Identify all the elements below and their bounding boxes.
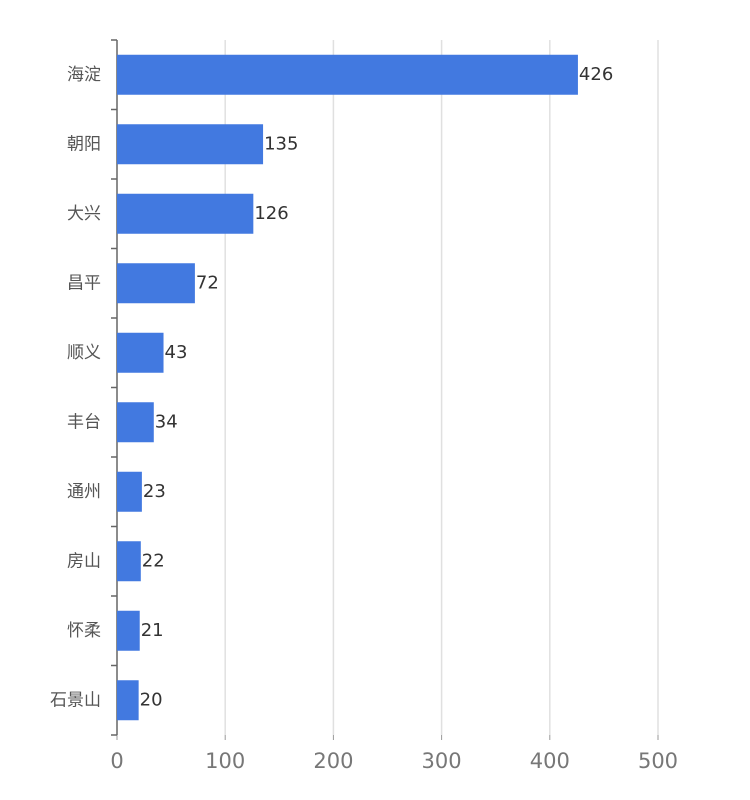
data-label: 72 [196, 272, 219, 293]
y-tick-label: 丰台 [67, 412, 101, 432]
y-tick-label: 房山 [67, 551, 101, 571]
data-label: 22 [142, 550, 165, 571]
bar [117, 610, 140, 651]
y-tick-label: 海淀 [67, 65, 101, 85]
x-tick-label: 100 [205, 749, 245, 773]
data-label: 34 [155, 411, 178, 432]
bar [117, 124, 264, 165]
bar [117, 402, 154, 443]
y-tick-label: 顺义 [67, 343, 101, 363]
data-label: 126 [254, 203, 288, 224]
x-tick-label: 0 [110, 749, 123, 773]
x-tick-label: 500 [638, 749, 678, 773]
y-tick-label: 怀柔 [67, 621, 101, 641]
bar [117, 332, 164, 373]
data-label: 23 [143, 481, 166, 502]
y-tick-label: 石景山 [50, 690, 101, 710]
y-tick-label: 通州 [67, 482, 101, 502]
data-label: 20 [140, 689, 163, 710]
data-label: 43 [165, 342, 188, 363]
x-tick-label: 200 [313, 749, 353, 773]
y-tick-label: 朝阳 [67, 134, 101, 154]
data-label: 426 [579, 64, 613, 85]
data-label: 21 [141, 620, 164, 641]
x-tick-label: 400 [530, 749, 570, 773]
bar [117, 193, 254, 234]
bar [117, 263, 195, 304]
bar [117, 541, 141, 582]
y-tick-label: 昌平 [67, 273, 101, 293]
bar [117, 680, 139, 721]
bar [117, 54, 578, 95]
bar [117, 471, 142, 512]
data-label: 135 [264, 133, 298, 154]
y-tick-label: 大兴 [67, 204, 101, 224]
x-tick-label: 300 [422, 749, 462, 773]
